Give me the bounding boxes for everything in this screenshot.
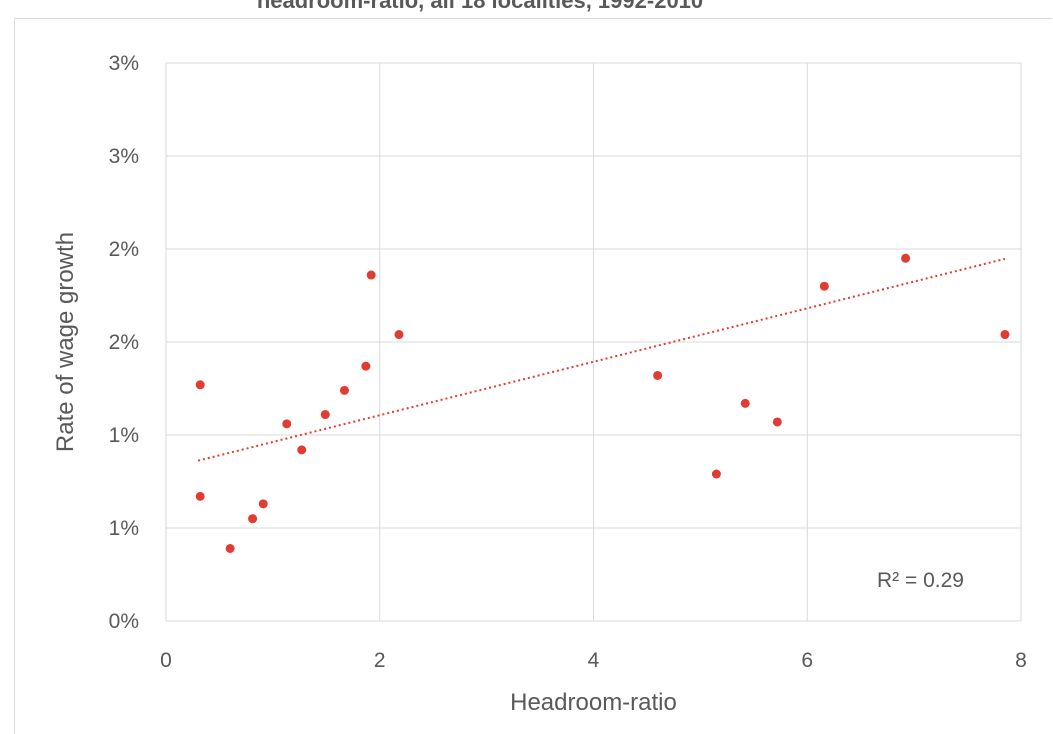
data-point [653,370,663,380]
grid-lines [165,62,1022,622]
data-point [297,445,307,455]
data-point [195,491,205,501]
y-tick-label: 3% [109,52,139,75]
data-points [195,253,1010,553]
data-point [361,361,371,371]
data-point [258,499,268,509]
x-tick-label: 8 [1015,649,1027,672]
data-point [282,419,292,429]
data-point [339,385,349,395]
data-point [1000,330,1010,340]
x-tick-label: 0 [160,649,172,672]
data-point [195,380,205,390]
y-tick-labels: 0% 1% 1% 2% 2% 3% 3% [109,52,139,633]
data-point [819,281,829,291]
x-tick-label: 2 [374,649,386,672]
data-point [225,543,235,553]
y-tick-label: 0% [109,610,139,633]
trendline [197,257,1006,462]
x-axis-title: Headroom-ratio [510,689,677,716]
y-axis-title: Rate of wage growth [52,232,79,452]
y-tick-label: 2% [109,331,139,354]
data-point [394,330,404,340]
y-tick-label: 1% [109,424,139,447]
chart-title: headroom-ratio, all 18 localities, 1992-… [256,0,704,13]
data-point [248,514,258,524]
data-point [320,410,330,420]
data-point [901,253,911,263]
x-tick-label: 4 [588,649,600,672]
y-tick-label: 3% [109,145,139,168]
x-tick-label: 6 [801,649,813,672]
data-point [711,469,721,479]
y-tick-label: 1% [109,517,139,540]
data-point [772,417,782,427]
data-point [740,398,750,408]
data-point [366,270,376,280]
chart-frame [14,18,1052,734]
y-tick-label: 2% [109,238,139,261]
x-tick-labels: 0 2 4 6 8 [160,649,1027,672]
r-squared-annotation: R² = 0.29 [877,569,964,592]
